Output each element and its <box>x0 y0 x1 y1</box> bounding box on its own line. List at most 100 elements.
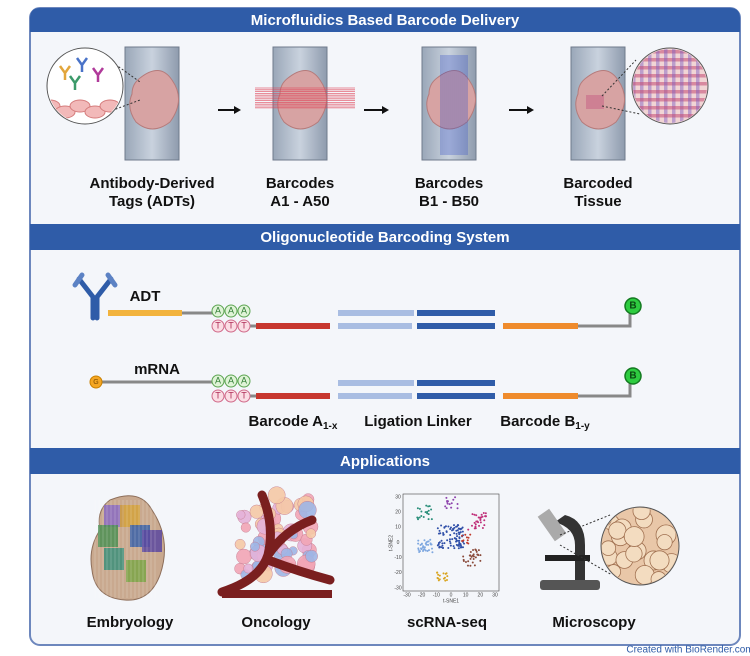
tsne-point <box>445 496 448 499</box>
biotin <box>624 297 642 315</box>
tsne-point <box>448 540 451 543</box>
tsne-point <box>475 520 478 523</box>
poly-t-label: T <box>215 390 221 400</box>
poly-a-label: A <box>228 305 234 315</box>
tsne-point <box>473 521 476 524</box>
tsne-point <box>479 521 482 524</box>
poly-a <box>224 304 238 318</box>
step-label: Barcoded <box>563 175 632 192</box>
tsne-point <box>420 547 423 550</box>
x-tick-label: -30 <box>403 592 410 598</box>
tsne-point <box>417 547 420 550</box>
tsne-point <box>478 516 481 519</box>
tsne-point <box>418 516 421 519</box>
tsne-point <box>474 525 477 528</box>
tsne-point <box>455 525 458 528</box>
tsne-point <box>475 550 478 553</box>
poly-t <box>211 389 225 403</box>
oligo-artwork: ADT mRNA Barcode A1-x Ligation Linker Ba… <box>72 272 642 432</box>
poly-a <box>237 374 251 388</box>
tsne-point <box>442 572 445 575</box>
tsne-point <box>466 539 469 542</box>
tsne-point <box>422 516 425 519</box>
tsne-point <box>431 551 434 554</box>
tsne-point <box>440 539 443 542</box>
poly-t <box>224 389 238 403</box>
antibody-icon <box>72 272 118 321</box>
tsne-point <box>422 545 425 548</box>
grid-stripe <box>633 74 707 78</box>
tsne-point <box>450 502 453 505</box>
poly-a-label: A <box>215 375 221 385</box>
tsne-point <box>472 549 475 552</box>
tsne-point <box>457 531 460 534</box>
tumor-cell <box>243 563 254 574</box>
tsne-point <box>456 535 459 538</box>
poly-a-label: A <box>228 375 234 385</box>
tsne-point <box>427 549 430 552</box>
tsne-point <box>444 579 447 582</box>
tumor-cell <box>236 548 252 565</box>
grid-stripe <box>633 106 707 110</box>
adt-icon <box>91 67 105 82</box>
tsne-point <box>427 540 430 543</box>
step-label: Antibody-Derived <box>89 175 214 192</box>
tsne-point <box>455 532 458 535</box>
x-axis-label: t-SNE1 <box>443 598 459 604</box>
tsne-point <box>446 575 449 578</box>
tsne-point <box>473 513 476 516</box>
section-header-bar <box>30 224 740 250</box>
blood-vessel <box>217 490 335 597</box>
biotin-label: B <box>629 371 636 382</box>
grid-stripe <box>648 49 652 123</box>
label-text: Barcode B <box>500 413 575 430</box>
biotin <box>624 367 642 385</box>
section-title: Applications <box>340 453 430 470</box>
tsne-point <box>469 533 472 536</box>
tsne-point <box>436 527 439 530</box>
tsne-point <box>430 518 433 521</box>
grid-stripe <box>656 49 660 123</box>
tsne-point <box>427 509 430 512</box>
poly-t-label: T <box>215 320 221 330</box>
grid-stripe <box>640 49 644 123</box>
tsne-point <box>416 507 419 510</box>
grid-stripe <box>633 90 707 94</box>
tsne-point <box>437 573 440 576</box>
tsne-point <box>469 557 472 560</box>
application-label: scRNA-seq <box>407 614 487 631</box>
tsne-point <box>423 539 426 542</box>
tsne-point <box>467 560 470 563</box>
tsne-point <box>420 510 423 513</box>
tsne-point <box>459 531 462 534</box>
poly-a <box>211 304 225 318</box>
embryo-region <box>142 530 162 552</box>
tsne-point <box>471 513 474 516</box>
tsne-point <box>424 511 427 514</box>
adt-icon <box>68 75 82 90</box>
step-label: B1 - B50 <box>419 193 479 210</box>
application-label: Embryology <box>87 614 174 631</box>
tsne-point <box>475 514 478 517</box>
tsne-point <box>479 559 482 562</box>
section-title: Oligonucleotide Barcoding System <box>260 229 509 246</box>
tsne-point <box>478 524 481 527</box>
tumor-cell <box>249 504 264 519</box>
label-subscript: 1-y <box>575 421 590 432</box>
tsne-point <box>438 529 441 532</box>
tsne-point <box>439 532 442 535</box>
tsne-point <box>484 512 487 515</box>
tsne-point <box>463 542 466 545</box>
tsne-point <box>441 542 444 545</box>
x-tick-label: 0 <box>450 592 453 598</box>
grid-stripe <box>664 49 668 123</box>
section-header-bar <box>30 8 740 32</box>
tsne-point <box>452 524 455 527</box>
tsne-point <box>462 555 465 558</box>
tsne-point <box>427 505 430 508</box>
tsne-point <box>473 527 476 530</box>
x-tick-label: -10 <box>433 592 440 598</box>
tsne-point <box>466 541 469 544</box>
tsne-point <box>425 504 428 507</box>
